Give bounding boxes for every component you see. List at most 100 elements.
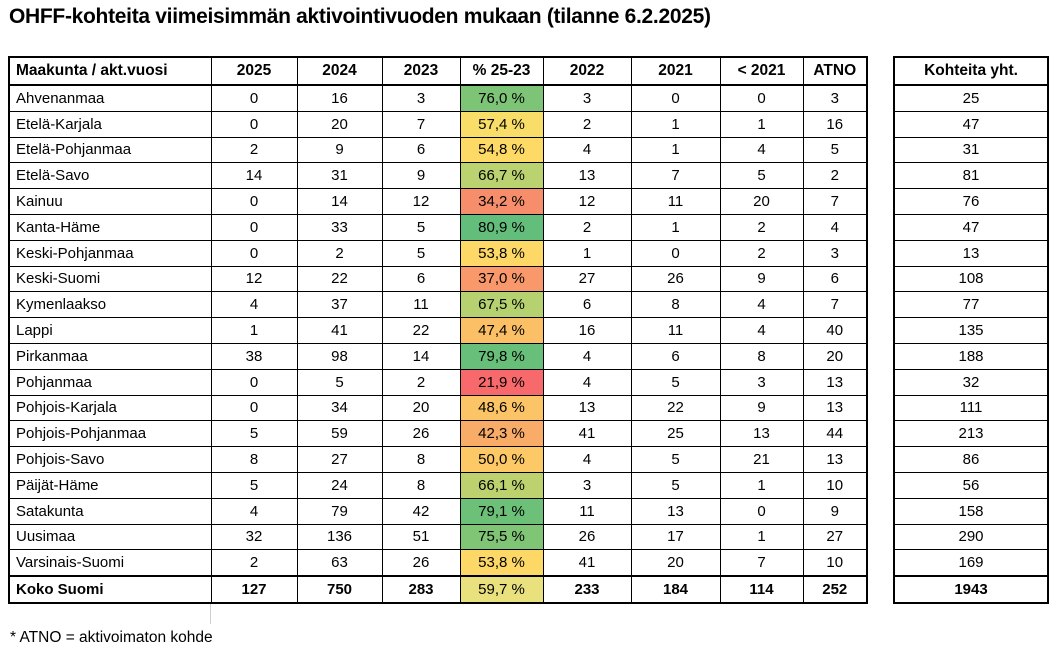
value-cell: 9 bbox=[719, 265, 804, 293]
region-name-cell: Kanta-Häme bbox=[8, 213, 212, 241]
region-name-cell: Lappi bbox=[8, 317, 212, 344]
value-cell: 22 bbox=[296, 265, 383, 293]
totals-row: 169 bbox=[893, 549, 1049, 577]
value-cell: 63 bbox=[296, 549, 383, 577]
value-cell: 41 bbox=[296, 317, 383, 344]
totals-row: 108 bbox=[893, 265, 1049, 293]
value-cell: 2 bbox=[719, 213, 804, 241]
totals-row: 290 bbox=[893, 523, 1049, 551]
pct-cell: 50,0 % bbox=[459, 446, 544, 473]
value-cell: 7 bbox=[630, 162, 721, 190]
table-row: Satakunta 4 79 42 79,1 % 11 13 0 9 bbox=[8, 497, 868, 525]
value-cell: 750 bbox=[296, 575, 383, 604]
region-name-cell: Kymenlaakso bbox=[8, 291, 212, 319]
value-cell: 13 bbox=[802, 446, 868, 473]
value-cell: 20 bbox=[296, 110, 383, 138]
value-cell: 4 bbox=[719, 136, 804, 164]
totals-row: 213 bbox=[893, 420, 1049, 448]
value-cell: 22 bbox=[381, 317, 461, 344]
totals-row: 47 bbox=[893, 110, 1049, 138]
value-cell: 41 bbox=[542, 420, 632, 448]
total-row: Koko Suomi 127 750 283 59,7 % 233 184 114 252 bbox=[8, 575, 868, 604]
value-cell: 79 bbox=[296, 497, 383, 525]
kohteita-yht-cell: 31 bbox=[893, 136, 1049, 164]
kohteita-yht-cell: 81 bbox=[893, 162, 1049, 190]
value-cell: 12 bbox=[381, 188, 461, 215]
value-cell: 0 bbox=[210, 84, 298, 112]
value-cell: 2 bbox=[210, 549, 298, 577]
value-cell: 7 bbox=[802, 188, 868, 215]
value-cell: 6 bbox=[542, 291, 632, 319]
kohteita-yht-cell: 47 bbox=[893, 110, 1049, 138]
table-row: Pirkanmaa 38 98 14 79,8 % 4 6 8 20 bbox=[8, 342, 868, 370]
value-cell: 7 bbox=[381, 110, 461, 138]
value-cell: 5 bbox=[802, 136, 868, 164]
value-cell: 3 bbox=[542, 471, 632, 499]
value-cell: 8 bbox=[210, 446, 298, 473]
table-row: Pohjanmaa 0 5 2 21,9 % 4 5 3 13 bbox=[8, 368, 868, 396]
value-cell: 9 bbox=[296, 136, 383, 164]
table-row: Päijät-Häme 5 24 8 66,1 % 3 5 1 10 bbox=[8, 471, 868, 499]
table-row: Kainuu 0 14 12 34,2 % 12 11 20 7 bbox=[8, 188, 868, 215]
table-row: Varsinais-Suomi 2 63 26 53,8 % 41 20 7 10 bbox=[8, 549, 868, 577]
value-cell: 1 bbox=[210, 317, 298, 344]
value-cell: 5 bbox=[210, 471, 298, 499]
totals-total-row: 1943 bbox=[893, 575, 1049, 604]
value-cell: 233 bbox=[542, 575, 632, 604]
value-cell: 14 bbox=[381, 342, 461, 370]
value-cell: 9 bbox=[381, 162, 461, 190]
value-cell: 4 bbox=[210, 497, 298, 525]
value-cell: 5 bbox=[630, 446, 721, 473]
value-cell: 44 bbox=[802, 420, 868, 448]
value-cell: 11 bbox=[630, 188, 721, 215]
region-name-cell: Keski-Pohjanmaa bbox=[8, 239, 212, 267]
kohteita-yht-cell: 108 bbox=[893, 265, 1049, 293]
value-cell: 0 bbox=[719, 84, 804, 112]
value-cell: 10 bbox=[802, 471, 868, 499]
kohteita-yht-cell: 13 bbox=[893, 239, 1049, 267]
value-cell: 184 bbox=[630, 575, 721, 604]
value-cell: 42 bbox=[381, 497, 461, 525]
value-cell: 4 bbox=[802, 213, 868, 241]
value-cell: 0 bbox=[630, 84, 721, 112]
value-cell: 5 bbox=[381, 239, 461, 267]
table-row: Ahvenanmaa 0 16 3 76,0 % 3 0 0 3 bbox=[8, 84, 868, 112]
region-name-cell: Pohjois-Karjala bbox=[8, 394, 212, 422]
kohteita-yht-cell: 86 bbox=[893, 446, 1049, 473]
totals-row: 31 bbox=[893, 136, 1049, 164]
value-cell: 4 bbox=[210, 291, 298, 319]
value-cell: 5 bbox=[381, 213, 461, 241]
pct-cell: 67,5 % bbox=[459, 291, 544, 319]
value-cell: 2 bbox=[719, 239, 804, 267]
kohteita-yht-cell: 76 bbox=[893, 188, 1049, 215]
gridline-artifact bbox=[210, 604, 211, 624]
totals-column-header: Kohteita yht. bbox=[893, 56, 1049, 86]
value-cell: 20 bbox=[719, 188, 804, 215]
value-cell: 0 bbox=[210, 368, 298, 396]
region-name-cell: Pirkanmaa bbox=[8, 342, 212, 370]
value-cell: 13 bbox=[542, 394, 632, 422]
region-name-cell: Pohjanmaa bbox=[8, 368, 212, 396]
table-row: Pohjois-Savo 8 27 8 50,0 % 4 5 21 13 bbox=[8, 446, 868, 473]
totals-table-head: Kohteita yht. bbox=[893, 56, 1049, 86]
value-cell: 38 bbox=[210, 342, 298, 370]
table-row: Uusimaa 32 136 51 75,5 % 26 17 1 27 bbox=[8, 523, 868, 551]
totals-row: 56 bbox=[893, 471, 1049, 499]
main-table-head: Maakunta / akt.vuosi 2025 2024 2023% 25-23 2… bbox=[8, 56, 868, 86]
column-header: < 2021 bbox=[719, 56, 804, 86]
totals-row: 188 bbox=[893, 342, 1049, 370]
pct-cell: 54,8 % bbox=[459, 136, 544, 164]
value-cell: 16 bbox=[296, 84, 383, 112]
kohteita-yht-cell: 158 bbox=[893, 497, 1049, 525]
column-header: Maakunta / akt.vuosi bbox=[8, 56, 212, 86]
value-cell: 8 bbox=[630, 291, 721, 319]
kohteita-yht-cell: 169 bbox=[893, 549, 1049, 577]
region-name-cell: Kainuu bbox=[8, 188, 212, 215]
column-header: 2025 bbox=[210, 56, 298, 86]
value-cell: 3 bbox=[381, 84, 461, 112]
value-cell: 13 bbox=[630, 497, 721, 525]
value-cell: 1 bbox=[630, 110, 721, 138]
table-row: Etelä-Karjala 0 20 7 57,4 % 2 1 1 16 bbox=[8, 110, 868, 138]
value-cell: 1 bbox=[719, 471, 804, 499]
column-header: 2023 bbox=[381, 56, 461, 86]
